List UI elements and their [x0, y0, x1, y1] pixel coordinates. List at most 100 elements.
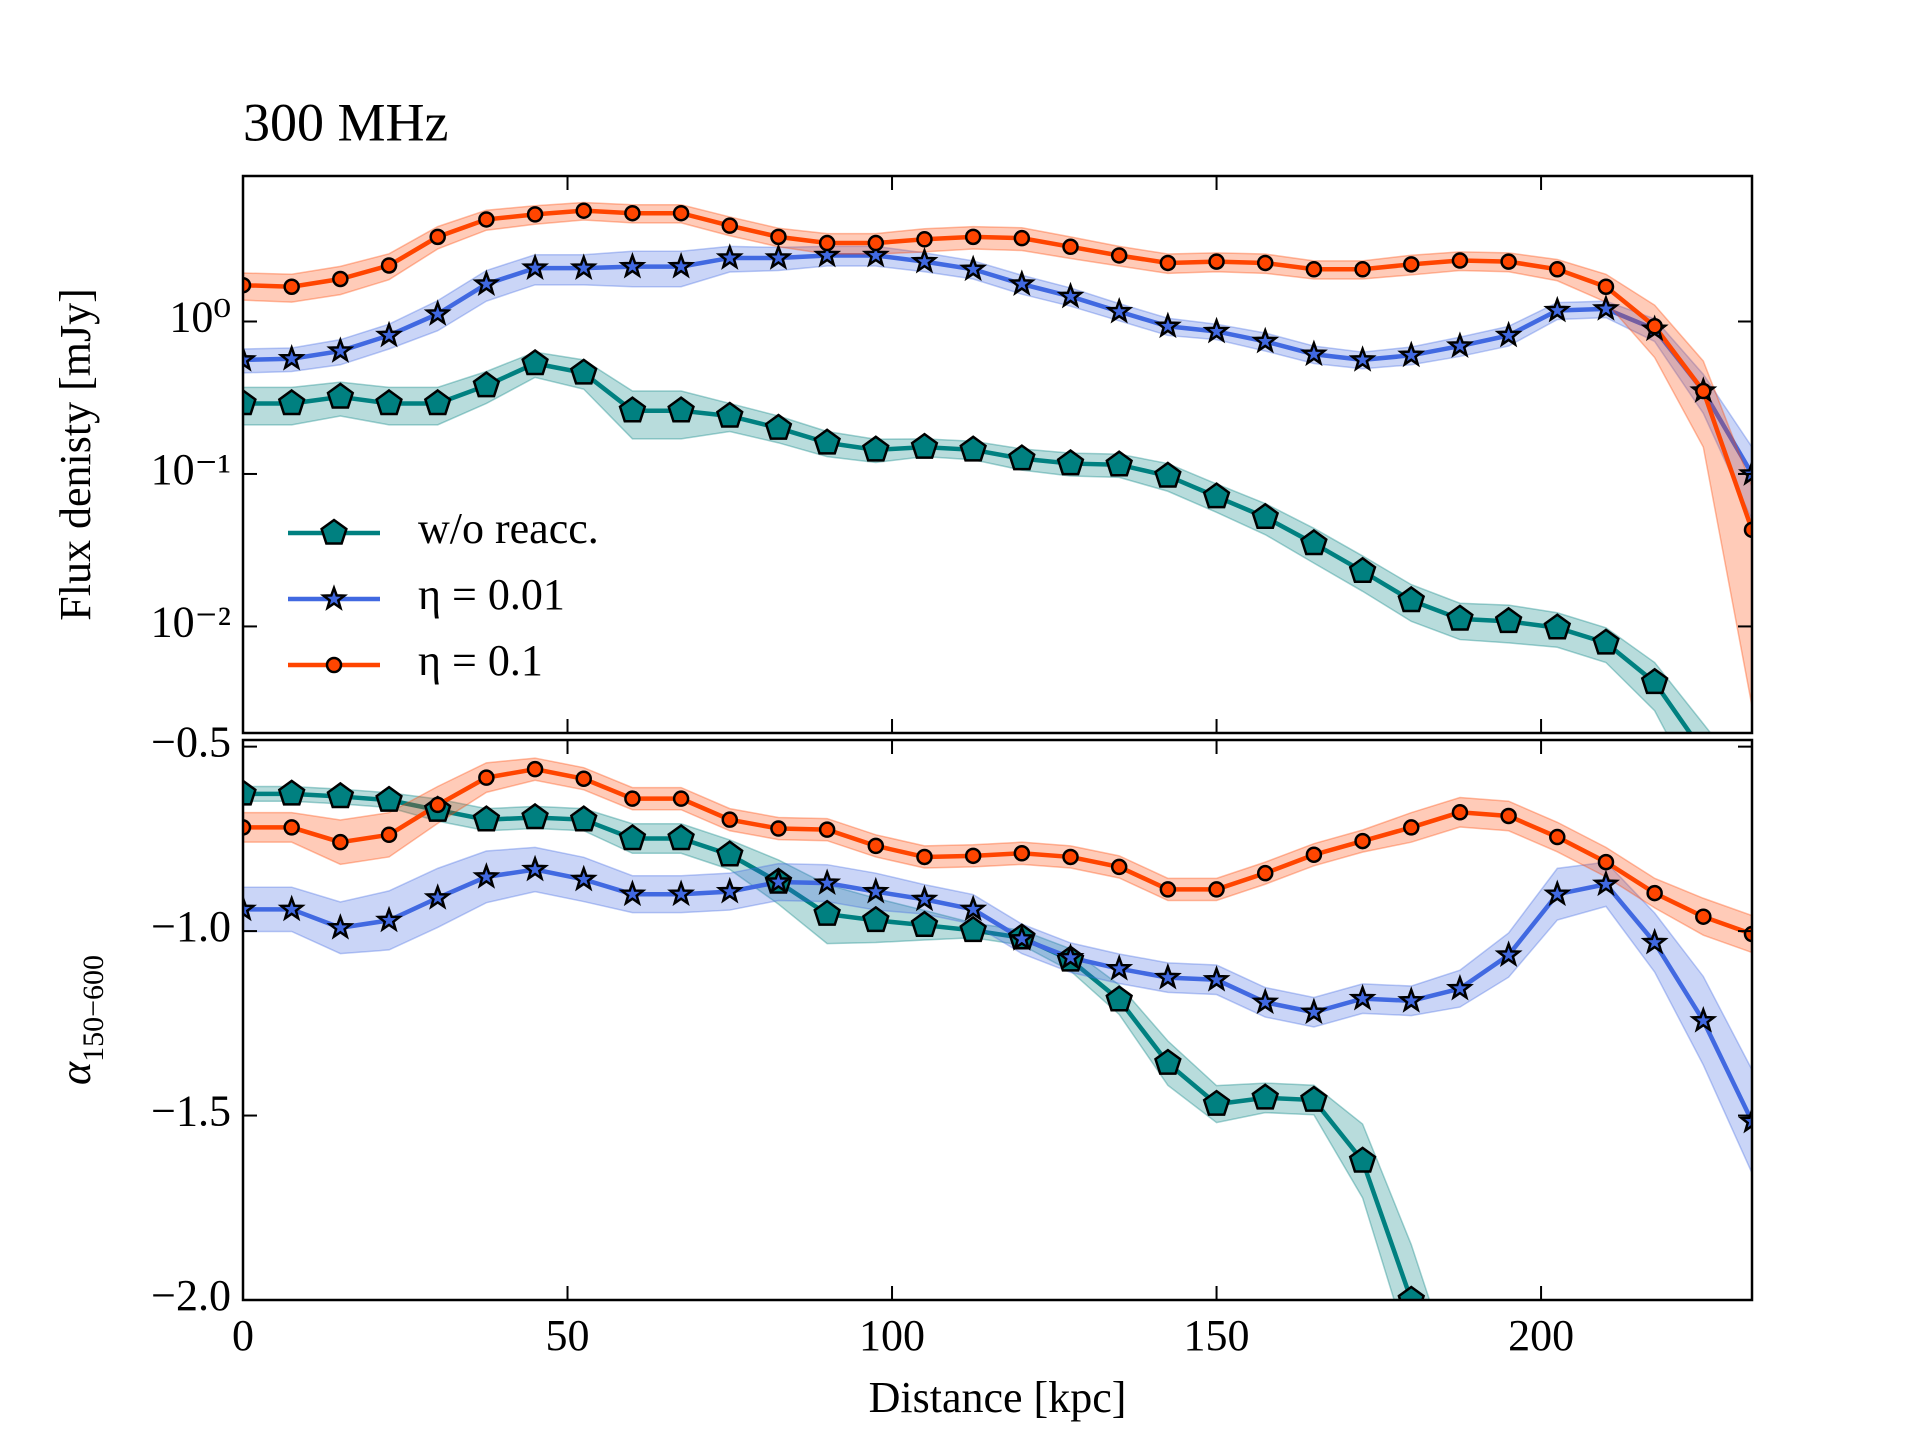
marker: [283, 819, 300, 836]
marker: [1597, 278, 1615, 295]
marker: [526, 206, 544, 223]
marker: [770, 228, 787, 246]
y-tick-label: −0.5: [151, 718, 231, 767]
marker: [1305, 846, 1323, 863]
marker: [813, 899, 841, 926]
marker: [423, 299, 452, 326]
marker: [375, 388, 403, 416]
marker: [1397, 986, 1426, 1013]
marker: [667, 396, 695, 423]
x-tick-label: 100: [859, 1311, 925, 1360]
marker: [429, 796, 446, 814]
marker: [429, 228, 446, 246]
marker: [375, 905, 404, 933]
marker: [667, 879, 696, 907]
marker: [569, 253, 598, 280]
marker: [1451, 804, 1469, 821]
marker: [423, 388, 452, 416]
marker: [521, 348, 549, 376]
marker: [715, 876, 744, 904]
marker: [1154, 461, 1182, 488]
marker: [1494, 320, 1523, 348]
marker: [1738, 459, 1752, 486]
marker: [813, 240, 842, 268]
marker: [472, 805, 501, 832]
marker: [277, 344, 306, 371]
axes-frame: [241, 174, 1754, 735]
x-tick-label: 200: [1508, 1311, 1574, 1360]
marker: [1695, 382, 1712, 400]
marker: [618, 823, 647, 851]
marker: [1208, 253, 1225, 270]
marker: [770, 820, 787, 837]
marker: [861, 876, 890, 904]
marker: [277, 388, 306, 416]
marker: [1354, 261, 1371, 278]
marker: [1056, 942, 1085, 970]
marker: [959, 254, 988, 282]
marker: [1445, 973, 1474, 1001]
marker: [243, 345, 257, 372]
marker: [1056, 449, 1085, 476]
marker: [1256, 864, 1274, 882]
marker: [813, 428, 841, 455]
marker: [1208, 881, 1225, 898]
y-axis-label-main: α: [51, 1061, 100, 1085]
marker: [1445, 331, 1474, 358]
marker: [861, 435, 890, 462]
marker: [1251, 502, 1280, 530]
marker: [1597, 853, 1615, 871]
marker: [472, 269, 501, 296]
marker: [813, 868, 842, 896]
y-tick-label: 10⁻¹: [151, 445, 231, 494]
marker: [1007, 924, 1036, 951]
marker: [569, 864, 598, 892]
marker: [618, 396, 647, 423]
marker: [667, 823, 695, 851]
marker: [283, 278, 300, 295]
marker: [243, 388, 257, 416]
x-tick-label: 0: [232, 1311, 254, 1360]
marker: [1695, 908, 1712, 925]
marker: [1305, 261, 1323, 278]
marker: [380, 826, 398, 844]
marker: [867, 234, 885, 252]
marker: [1397, 1285, 1426, 1300]
y-axis-label-main: Flux denisty [mJy]: [51, 288, 100, 620]
error-band: [243, 785, 1431, 1300]
marker: [1153, 962, 1182, 990]
marker: [1256, 254, 1274, 272]
plot-area: [243, 757, 1752, 1300]
y-axis-label-sub: 150−600: [77, 955, 110, 1062]
marker: [277, 894, 306, 922]
marker: [478, 769, 495, 786]
marker: [472, 862, 501, 889]
y-axis-label: Flux denisty [mJy]: [51, 288, 100, 620]
marker: [243, 779, 257, 806]
marker: [1543, 879, 1572, 907]
marker: [332, 270, 349, 288]
marker: [380, 257, 398, 274]
y-tick-label: −1.5: [151, 1087, 231, 1136]
marker: [569, 805, 598, 832]
error-band: [243, 201, 1752, 707]
marker: [910, 432, 939, 459]
y-tick-label: −2.0: [151, 1271, 231, 1320]
y-axis-label: α150−600: [51, 955, 110, 1085]
marker: [1451, 252, 1469, 269]
marker: [1549, 828, 1566, 846]
legend-label: w/o reacc.: [418, 504, 599, 553]
marker: [1153, 311, 1182, 339]
y-tick-label: 10⁰: [169, 293, 231, 342]
marker: [1154, 1048, 1182, 1075]
marker: [1105, 296, 1134, 324]
marker: [1013, 845, 1031, 862]
marker: [1159, 254, 1177, 272]
marker: [1494, 606, 1523, 634]
marker: [1348, 345, 1377, 372]
marker: [1397, 340, 1426, 368]
marker: [575, 202, 592, 219]
marker: [818, 821, 836, 838]
marker: [243, 819, 252, 836]
